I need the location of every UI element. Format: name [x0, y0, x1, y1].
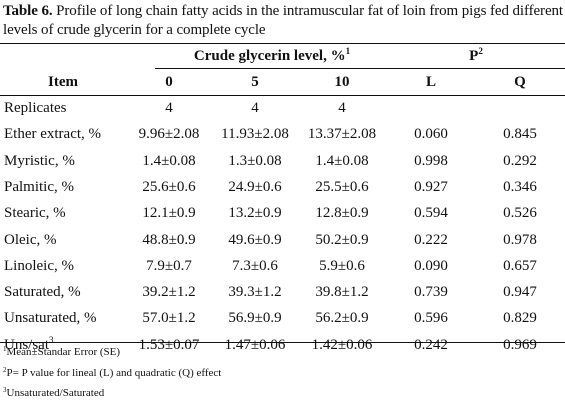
cell-level-5: 7.3±0.6	[232, 258, 278, 274]
row-item-label: Linoleic, %	[4, 258, 74, 274]
top-rule	[0, 43, 565, 44]
cell-quadratic: 0.292	[503, 153, 537, 169]
cell-linear: 0.596	[414, 310, 448, 326]
cell-quadratic: 0.526	[503, 205, 537, 221]
cell-linear: 0.222	[414, 232, 448, 248]
cell-level-0: 7.9±0.7	[146, 258, 192, 274]
cell-level-10: 5.9±0.6	[319, 258, 365, 274]
cell-quadratic: 0.845	[503, 126, 537, 142]
cell-quadratic: 0.978	[503, 232, 537, 248]
header-crude-glycerin: Crude glycerin level, %1	[193, 46, 351, 65]
row-item-label: Uns/sat3	[4, 335, 54, 354]
cell-level-0: 12.1±0.9	[142, 205, 196, 221]
cell-level-0: 57.0±1.2	[142, 310, 196, 326]
cell-quadratic: 0.947	[503, 284, 537, 300]
cell-quadratic: 0.829	[503, 310, 537, 326]
table-caption: Table 6. Profile of long chain fatty aci…	[3, 2, 563, 40]
cell-level-0: 48.8±0.9	[142, 232, 196, 248]
footnote-2: 2P= P value for lineal (L) and quadratic…	[3, 366, 222, 380]
header-level-10: 10	[334, 74, 350, 90]
header-level-0: 0	[165, 74, 173, 90]
cell-level-0: 39.2±1.2	[142, 284, 196, 300]
cell-level-10: 1.4±0.08	[315, 153, 369, 169]
cell-level-5: 11.93±2.08	[221, 126, 289, 142]
cell-level-0: 1.4±0.08	[142, 153, 196, 169]
row-item-label: Ether extract, %	[4, 126, 102, 142]
bottom-rule	[0, 342, 565, 343]
header-sub-rule	[155, 68, 565, 69]
row-item-label: Palmitic, %	[4, 179, 74, 195]
header-linear: L	[425, 74, 437, 90]
header-item: Item	[48, 74, 78, 90]
header-bottom-rule	[0, 95, 565, 96]
cell-level-5: 4	[251, 100, 259, 116]
cell-level-5: 13.2±0.9	[228, 205, 282, 221]
footnote-3: 3Unsaturated/Saturated	[3, 386, 105, 400]
cell-level-10: 13.37±2.08	[307, 126, 377, 142]
row-item-label: Oleic, %	[4, 232, 57, 248]
cell-level-10: 4	[338, 100, 346, 116]
cell-level-10: 12.8±0.9	[315, 205, 369, 221]
cell-level-5: 1.3±0.08	[228, 153, 282, 169]
table-title: Profile of long chain fatty acids in the…	[3, 3, 563, 38]
cell-level-10: 39.8±1.2	[315, 284, 369, 300]
cell-level-10: 25.5±0.6	[315, 179, 369, 195]
cell-level-0: 1.53±0.07	[138, 337, 200, 353]
cell-linear: 0.594	[414, 205, 448, 221]
cell-linear: 0.927	[414, 179, 448, 195]
table-label: Table 6.	[3, 3, 53, 19]
header-quadratic: Q	[514, 74, 526, 90]
cell-quadratic: 0.657	[503, 258, 537, 274]
cell-level-5: 56.9±0.9	[228, 310, 282, 326]
header-p-value: P2	[469, 46, 483, 65]
cell-quadratic: 0.346	[503, 179, 537, 195]
cell-level-5: 39.3±1.2	[228, 284, 282, 300]
header-level-5: 5	[251, 74, 259, 90]
cell-quadratic: 0.969	[503, 337, 537, 353]
cell-level-5: 1.47±0.06	[224, 337, 286, 353]
row-item-label: Replicates	[4, 100, 67, 116]
row-item-label: Stearic, %	[4, 205, 66, 221]
cell-linear: 0.090	[414, 258, 448, 274]
cell-linear: 0.998	[414, 153, 448, 169]
row-item-label: Myristic, %	[4, 153, 75, 169]
cell-level-10: 56.2±0.9	[315, 310, 369, 326]
cell-level-0: 25.6±0.6	[142, 179, 196, 195]
cell-linear: 0.060	[414, 126, 448, 142]
cell-level-5: 49.6±0.9	[228, 232, 282, 248]
cell-level-10: 1.42±0.06	[311, 337, 373, 353]
cell-level-0: 4	[165, 100, 173, 116]
footnote-1: 1Mean±Standar Error (SE)	[3, 345, 121, 359]
cell-level-5: 24.9±0.6	[228, 179, 282, 195]
row-item-label: Saturated, %	[4, 284, 81, 300]
row-item-label: Unsaturated, %	[4, 310, 97, 326]
cell-level-0: 9.96±2.08	[138, 126, 200, 142]
cell-linear: 0.739	[414, 284, 448, 300]
cell-level-10: 50.2±0.9	[315, 232, 369, 248]
cell-linear: 0.242	[414, 337, 448, 353]
